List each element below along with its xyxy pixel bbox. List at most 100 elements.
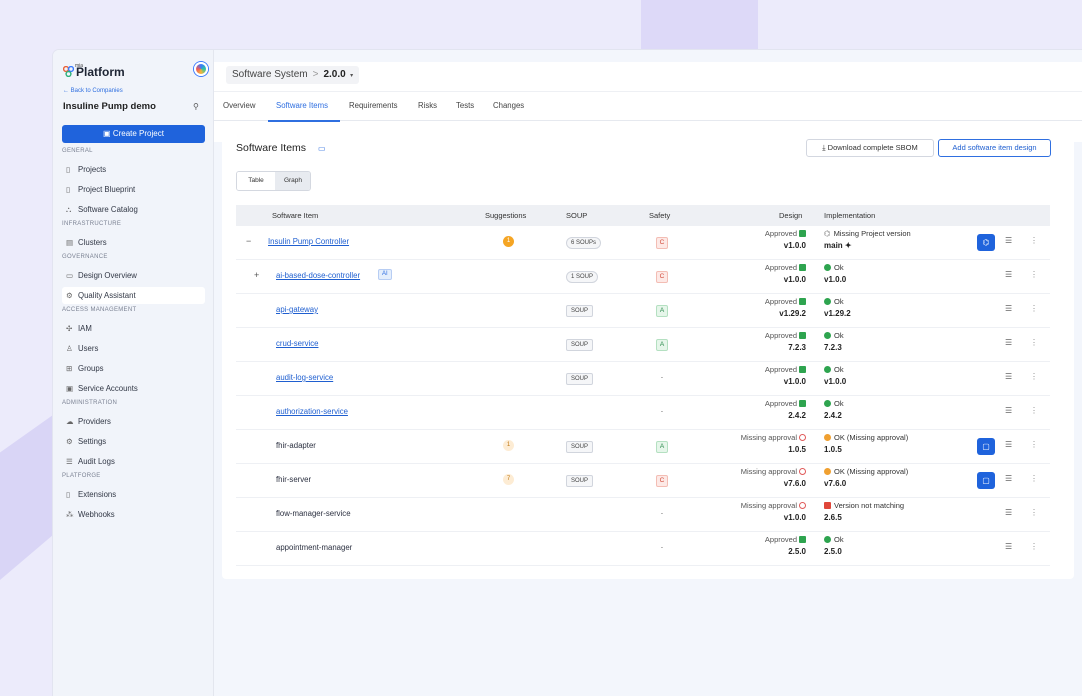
list-icon[interactable]: ☰ xyxy=(1005,508,1013,517)
more-options-icon[interactable]: ⋮ xyxy=(1030,304,1038,313)
table-row[interactable]: api-gateway SOUP A Approved v1.29.2 Ok v1.29.2… xyxy=(236,294,1050,328)
more-options-icon[interactable]: ⋮ xyxy=(1030,270,1038,279)
implementation-version: 2.6.5 xyxy=(824,513,842,522)
more-options-icon[interactable]: ⋮ xyxy=(1030,338,1038,347)
list-icon[interactable]: ☰ xyxy=(1005,304,1013,313)
safety-class-badge: - xyxy=(660,374,664,381)
tab-tests[interactable]: Tests xyxy=(456,101,475,110)
sidebar-item-project-blueprint[interactable]: ▯ Project Blueprint xyxy=(62,181,205,198)
list-icon[interactable]: ☰ xyxy=(1005,236,1013,245)
tab-changes[interactable]: Changes xyxy=(493,101,525,110)
software-item-name[interactable]: ai-based-dose-controller xyxy=(276,271,361,280)
comment-action-button[interactable]: ▢ xyxy=(977,472,995,489)
safety-class-badge: - xyxy=(660,544,664,551)
sidebar-item-users[interactable]: ♙ Users xyxy=(62,340,205,357)
download-sbom-button[interactable]: ⤓ Download complete SBOM xyxy=(806,139,934,157)
table-row[interactable]: audit-log-service SOUP - Approved v1.0.0 Ok v1… xyxy=(236,362,1050,396)
view-toggle-table[interactable]: Table xyxy=(237,172,275,190)
table-row[interactable]: fhir-server 7 SOUP C Missing approval v7.6.0 O… xyxy=(236,464,1050,498)
more-options-icon[interactable]: ⋮ xyxy=(1030,236,1038,245)
list-icon[interactable]: ☰ xyxy=(1005,406,1013,415)
sidebar-item-projects[interactable]: ▯ Projects xyxy=(62,161,205,178)
software-item-name[interactable]: api-gateway xyxy=(276,305,319,314)
list-icon[interactable]: ☰ xyxy=(1005,338,1013,347)
sidebar-item-settings[interactable]: ⚙ Settings xyxy=(62,433,205,450)
table-row[interactable]: fhir-adapter 1 SOUP A Missing approval 1.0.5 O… xyxy=(236,430,1050,464)
software-item-name: fhir-server xyxy=(276,475,312,484)
comment-action-button[interactable]: ▢ xyxy=(977,438,995,455)
design-status-text: Approved xyxy=(764,229,797,238)
list-icon[interactable]: ☰ xyxy=(1005,542,1013,551)
more-options-icon[interactable]: ⋮ xyxy=(1030,542,1038,551)
design-status-text: Missing approval xyxy=(740,467,797,476)
sidebar-item-iam[interactable]: ✣ IAM xyxy=(62,320,205,337)
list-icon[interactable]: ☰ xyxy=(1005,440,1013,449)
tab-software-items[interactable]: Software Items xyxy=(276,101,328,110)
tab-risks[interactable]: Risks xyxy=(418,101,438,110)
sidebar-item-webhooks[interactable]: ⁂ Webhooks xyxy=(62,506,205,523)
table-row[interactable]: crud-service SOUP A Approved 7.2.3 Ok 7.2.3 ☰ ⋮ xyxy=(236,328,1050,362)
table-row[interactable]: − Insulin Pump Controller 1 6 SOUPs C Approve… xyxy=(236,226,1050,260)
avatar[interactable] xyxy=(194,62,208,76)
tab-overview[interactable]: Overview xyxy=(223,101,256,110)
design-version: 7.2.3 xyxy=(788,343,806,352)
safety-class-badge: C xyxy=(656,237,668,249)
software-item-name[interactable]: audit-log-service xyxy=(276,373,334,382)
view-toggle-graph[interactable]: Graph xyxy=(275,172,310,190)
logo-small-text: mia xyxy=(75,63,84,69)
monitor-icon: ▭ xyxy=(66,271,74,280)
book-icon[interactable]: ▭ xyxy=(318,144,326,153)
suggestions-badge[interactable]: 1 xyxy=(503,440,514,451)
more-options-icon[interactable]: ⋮ xyxy=(1030,474,1038,483)
suggestions-badge[interactable]: 1 xyxy=(503,236,514,247)
version-selector[interactable]: 2.0.0 xyxy=(323,69,346,80)
safety-class-badge: C xyxy=(656,475,668,487)
logo-icon xyxy=(63,66,74,77)
sidebar-item-clusters[interactable]: ▤ Clusters xyxy=(62,234,205,251)
suggestions-badge[interactable]: 7 xyxy=(503,474,514,485)
table-row[interactable]: flow-manager-service - Missing approval v1.… xyxy=(236,498,1050,532)
collapse-icon[interactable]: − xyxy=(246,236,252,246)
safety-class-badge: A xyxy=(656,441,668,453)
software-item-name[interactable]: crud-service xyxy=(276,339,319,348)
table-row[interactable]: authorization-service - Approved 2.4.2 Ok 2.4… xyxy=(236,396,1050,430)
software-item-name[interactable]: Insulin Pump Controller xyxy=(268,237,350,246)
software-item-name[interactable]: authorization-service xyxy=(276,407,348,416)
list-icon[interactable]: ☰ xyxy=(1005,474,1013,483)
implementation-status-text: Ok xyxy=(834,263,844,272)
table-row[interactable]: + ai-based-dose-controller AI 1 SOUP C Approv… xyxy=(236,260,1050,294)
sidebar-item-providers[interactable]: ☁ Providers xyxy=(62,413,205,430)
implementation-status-text: OK (Missing approval) xyxy=(834,433,909,442)
breadcrumb-system[interactable]: Software System xyxy=(232,69,308,80)
tab-requirements[interactable]: Requirements xyxy=(349,101,398,110)
sidebar-item-service-accounts[interactable]: ▣ Service Accounts xyxy=(62,380,205,397)
more-options-icon[interactable]: ⋮ xyxy=(1030,508,1038,517)
table-row[interactable]: appointment-manager - Approved 2.5.0 Ok 2.5.0… xyxy=(236,532,1050,566)
more-options-icon[interactable]: ⋮ xyxy=(1030,440,1038,449)
list-icon[interactable]: ☰ xyxy=(1005,372,1013,381)
software-item-name: appointment-manager xyxy=(276,543,353,552)
sidebar-item-label: Providers xyxy=(78,417,111,426)
back-to-companies-link[interactable]: ← Back to Companies xyxy=(63,88,123,94)
sidebar-item-quality-assistant[interactable]: ⚙ Quality Assistant xyxy=(62,287,205,304)
chevron-down-icon[interactable]: ▾ xyxy=(348,73,354,79)
more-options-icon[interactable]: ⋮ xyxy=(1030,372,1038,381)
expand-icon[interactable]: + xyxy=(254,270,260,280)
sidebar-item-design-overview[interactable]: ▭ Design Overview xyxy=(62,267,205,284)
more-options-icon[interactable]: ⋮ xyxy=(1030,406,1038,415)
search-icon[interactable]: ⚲ xyxy=(193,102,199,111)
tag-action-button[interactable]: ⌬ xyxy=(977,234,995,251)
logo[interactable]: mia Platform xyxy=(63,62,208,82)
sidebar-item-software-catalog[interactable]: ⛬ Software Catalog xyxy=(62,201,205,218)
implementation-status: Ok xyxy=(824,331,844,340)
tab-bar: Overview Software Items Requirements Ris… xyxy=(214,91,1082,122)
sidebar-item-audit-logs[interactable]: ☰ Audit Logs xyxy=(62,453,205,470)
sidebar-item-extensions[interactable]: ▯ Extensions xyxy=(62,486,205,503)
list-icon[interactable]: ☰ xyxy=(1005,270,1013,279)
soup-badge: SOUP xyxy=(566,305,594,317)
add-software-item-design-button[interactable]: Add software item design xyxy=(938,139,1051,157)
design-status-text: Approved xyxy=(764,331,797,340)
create-project-button[interactable]: ▣ Create Project xyxy=(62,125,205,143)
page-title: Software Items xyxy=(236,142,307,154)
sidebar-item-groups[interactable]: ⊞ Groups xyxy=(62,360,205,377)
